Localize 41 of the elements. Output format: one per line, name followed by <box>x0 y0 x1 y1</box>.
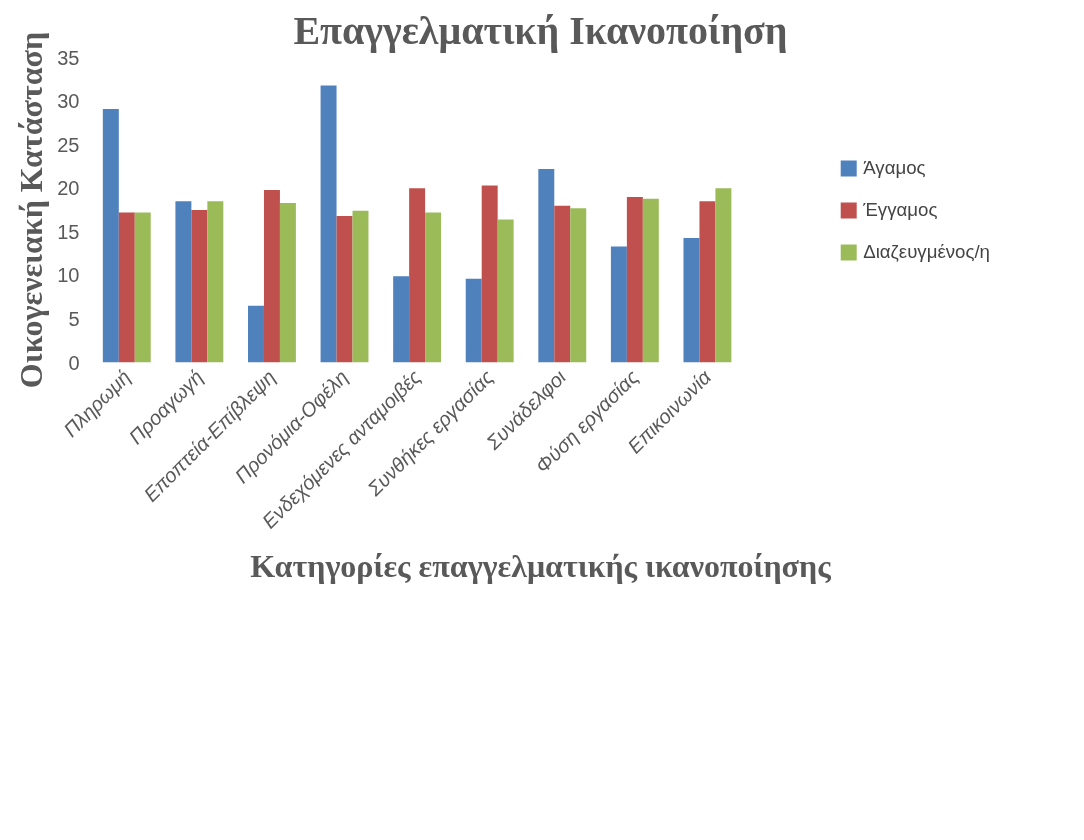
bar <box>465 278 482 363</box>
y-tick-label: 15 <box>57 220 80 243</box>
bar <box>538 169 555 363</box>
bar <box>134 212 151 363</box>
bar <box>481 185 498 363</box>
bar <box>715 188 732 363</box>
y-tick-label: 5 <box>68 307 80 330</box>
legend-label: Έγγαμος <box>863 198 938 221</box>
y-tick-label: 35 <box>57 46 80 69</box>
bar <box>699 201 716 363</box>
y-axis-title: Οικογενειακή Κατάσταση <box>13 31 50 389</box>
x-axis-title: Κατηγορίες επαγγελματικής ικανοποίησης <box>250 548 832 585</box>
y-tick-label: 25 <box>57 133 80 156</box>
bar <box>642 198 659 363</box>
y-tick-label: 10 <box>57 264 80 287</box>
bar <box>102 108 119 363</box>
bar <box>610 246 627 363</box>
bar <box>320 85 337 363</box>
y-tick-label: 0 <box>68 351 80 374</box>
bar <box>352 210 369 363</box>
bar <box>263 189 280 363</box>
bar <box>279 203 296 363</box>
chart-title: Επαγγελματική Ικανοποίηση <box>293 7 788 53</box>
bar <box>118 212 135 363</box>
bar <box>425 212 442 363</box>
bar <box>683 237 700 363</box>
y-tick-label: 30 <box>57 90 80 113</box>
bar <box>175 201 192 363</box>
bar <box>248 305 264 363</box>
bar <box>191 210 208 363</box>
bar <box>409 188 426 363</box>
bar <box>554 205 571 363</box>
bar <box>207 201 224 363</box>
legend-label: Άγαμος <box>863 156 926 179</box>
bar <box>626 196 643 363</box>
y-tick-label: 20 <box>57 177 80 200</box>
bar <box>393 276 410 363</box>
bar <box>336 216 353 363</box>
bar <box>497 219 514 363</box>
bar <box>570 208 587 363</box>
legend-label: Διαζευγμένος/η <box>863 240 990 263</box>
